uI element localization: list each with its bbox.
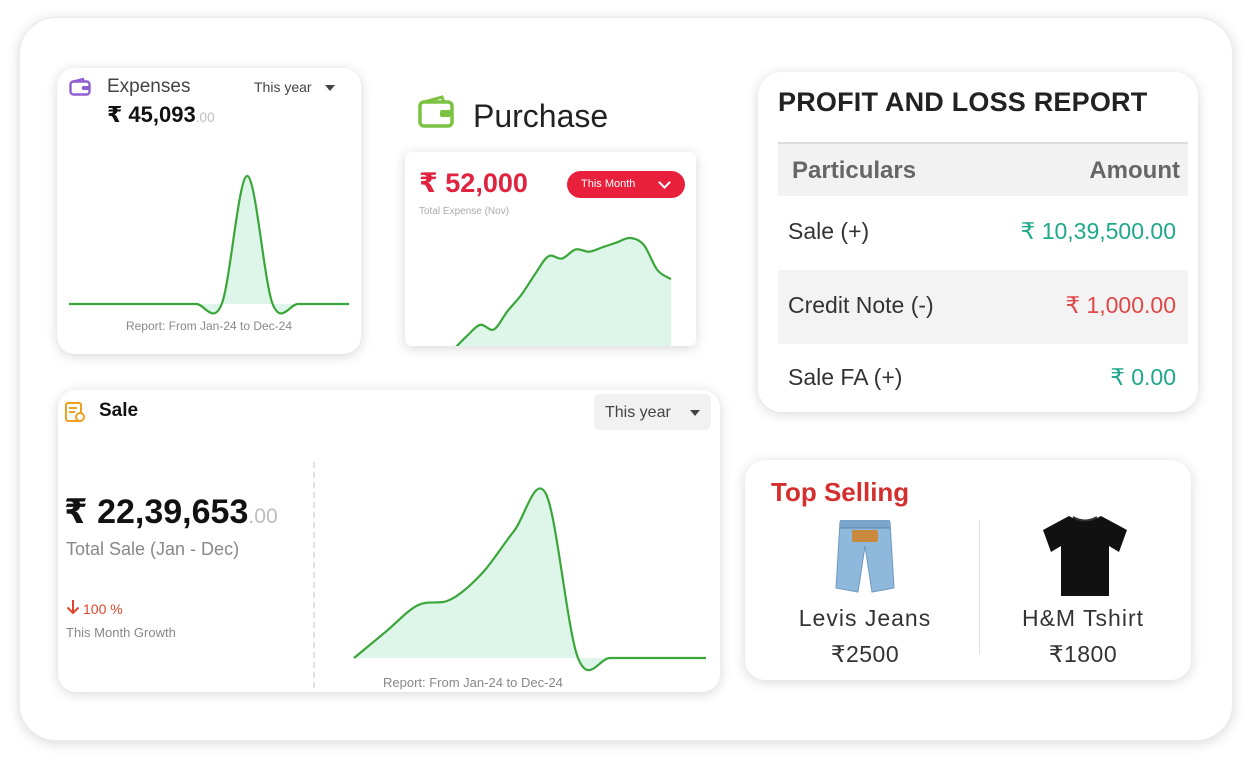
- purchase-period-label: This Month: [581, 178, 636, 190]
- expenses-amount: ₹ 45,093.00: [107, 102, 215, 128]
- expenses-amount-value: ₹ 45,093: [107, 102, 196, 127]
- row-amount: ₹ 1,000.00: [1065, 292, 1176, 318]
- chevron-down-icon: [690, 410, 700, 416]
- expenses-area: [69, 176, 349, 314]
- purchase-period-dropdown[interactable]: This Month: [567, 171, 685, 198]
- profit-loss-card: PROFIT AND LOSS REPORT Particulars Amoun…: [758, 72, 1198, 412]
- sale-amount: ₹ 22,39,653.00: [64, 492, 278, 532]
- sale-report: Report: From Jan-24 to Dec-24: [383, 675, 563, 690]
- wallet-icon: [418, 95, 454, 128]
- product-name: Levis Jeans: [798, 605, 932, 631]
- sale-growth-label: This Month Growth: [66, 625, 176, 640]
- table-row: Sale FA (+) ₹ 0.00: [778, 344, 1188, 404]
- purchase-card: ₹ 52,000 Total Expense (Nov) This Month: [405, 152, 696, 346]
- arrow-down-icon: [66, 599, 80, 615]
- expenses-amount-decimals: .00: [195, 110, 215, 125]
- expenses-period-dropdown[interactable]: This year: [254, 79, 336, 95]
- sale-period-dropdown[interactable]: This year: [594, 394, 711, 430]
- row-amount: ₹ 10,39,500.00: [1020, 218, 1176, 244]
- purchase-amount: ₹ 52,000: [419, 168, 528, 198]
- sale-line: [353, 487, 706, 672]
- column-header-particulars: Particulars: [792, 157, 917, 184]
- expenses-card: Expenses This year ₹ 45,093.00 Report: F…: [57, 68, 361, 354]
- top-selling-title: Top Selling: [771, 477, 910, 507]
- divider: [313, 462, 315, 688]
- profit-loss-title: PROFIT AND LOSS REPORT: [778, 87, 1148, 117]
- chevron-down-icon: [658, 176, 671, 189]
- product-price: ₹2500: [830, 641, 900, 667]
- table-row: Sale (+) ₹ 10,39,500.00: [778, 196, 1188, 270]
- profit-loss-header: Particulars Amount: [778, 142, 1188, 198]
- sale-amount-decimals: .00: [248, 505, 278, 528]
- purchase-chart: [455, 236, 672, 346]
- product-name: H&M Tshirt: [1021, 605, 1145, 631]
- row-label: Sale (+): [788, 218, 870, 244]
- expenses-title: Expenses: [107, 76, 191, 97]
- receipt-icon: [64, 401, 86, 423]
- row-amount: ₹ 0.00: [1110, 364, 1176, 390]
- top-selling-card: Top Selling Levis Jeans ₹2500 H&M Tshirt…: [745, 460, 1191, 680]
- expenses-period-label: This year: [254, 79, 312, 95]
- purchase-line: [455, 236, 672, 346]
- purchase-area: [456, 237, 671, 346]
- divider: [979, 520, 980, 654]
- column-header-amount: Amount: [1089, 157, 1180, 184]
- table-row: Credit Note (-) ₹ 1,000.00: [778, 270, 1188, 344]
- product-item[interactable]: H&M Tshirt ₹1800: [983, 510, 1183, 675]
- product-price: ₹1800: [1048, 641, 1118, 667]
- row-label: Sale FA (+): [788, 364, 903, 390]
- sale-chart: [353, 487, 706, 672]
- jeans-icon: [832, 516, 898, 596]
- sale-area: [354, 488, 706, 671]
- expenses-chart: [69, 174, 349, 315]
- expenses-line: [69, 174, 349, 315]
- chevron-down-icon: [325, 85, 336, 92]
- purchase-subtitle: Total Expense (Nov): [419, 206, 510, 217]
- product-item[interactable]: Levis Jeans ₹2500: [765, 510, 965, 675]
- row-label: Credit Note (-): [788, 292, 934, 318]
- sale-card: Sale This year ₹ 22,39,653.00 Total Sale…: [58, 390, 720, 692]
- sale-period-label: This year: [605, 404, 671, 421]
- sale-subtitle: Total Sale (Jan - Dec): [66, 539, 240, 559]
- expenses-report: Report: From Jan-24 to Dec-24: [125, 319, 293, 333]
- purchase-title: Purchase: [473, 98, 609, 134]
- sale-title: Sale: [99, 400, 139, 421]
- wallet-icon: [69, 77, 91, 96]
- sale-growth: 100 %: [83, 601, 123, 617]
- tshirt-icon: [1039, 512, 1131, 598]
- sale-amount-value: ₹ 22,39,653: [64, 493, 249, 531]
